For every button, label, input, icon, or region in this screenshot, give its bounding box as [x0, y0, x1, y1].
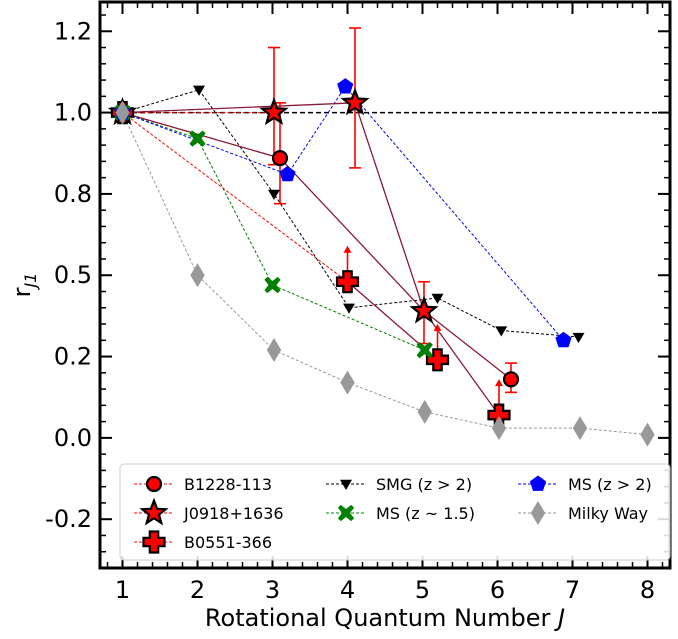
legend-label: Milky Way — [568, 504, 648, 523]
point-milky-way-6 — [572, 416, 588, 441]
legend-marker-ms-z-2 — [529, 475, 547, 491]
point-milky-way-0 — [115, 100, 130, 125]
x-tick-label: 7 — [565, 576, 580, 604]
point-smg-z-2-5 — [495, 326, 508, 337]
point-ms-z-1-5-3 — [416, 342, 433, 359]
point-milky-way-7 — [640, 422, 655, 447]
point-j0918-1636-3 — [409, 295, 439, 324]
x-tick-label: 6 — [490, 576, 505, 604]
series-line-b0551-366 — [122, 112, 348, 283]
point-milky-way-5 — [491, 416, 507, 441]
legend-marker-j0918-1636 — [139, 497, 169, 526]
legend-entry-j0918-1636: J0918+1636 — [134, 497, 284, 526]
point-ms-z-1-5-2 — [264, 276, 281, 294]
legend-entry-milky-way: Milky Way — [518, 501, 648, 525]
legend-entry-b0551-366: B0551-366 — [134, 530, 272, 554]
x-tick-label: 1 — [115, 576, 130, 604]
point-b1228-113-2 — [502, 371, 520, 388]
legend-label: SMG (z > 2) — [376, 475, 472, 494]
legend-entry-smg-z-2: SMG (z > 2) — [326, 475, 472, 494]
x-tick-label: 3 — [265, 576, 280, 604]
point-milky-way-1 — [190, 263, 205, 288]
point-smg-z-2-4 — [431, 293, 444, 305]
point-milky-way-2 — [266, 338, 282, 363]
y-tick-label: 0.5 — [54, 261, 92, 289]
y-tick-label: 0.0 — [54, 424, 92, 452]
point-ms-z-2-1 — [279, 165, 296, 182]
point-smg-z-2-1 — [193, 85, 205, 96]
legend-label: J0918+1636 — [183, 504, 284, 523]
series-line-milky-way — [122, 112, 648, 436]
point-ms-z-1-5-1 — [189, 130, 206, 147]
y-tick-label: 1.2 — [54, 17, 92, 45]
legend-entry-ms-z-2: MS (z > 2) — [518, 475, 652, 494]
legend-label: B1228-113 — [184, 475, 272, 494]
y-axis-label: rJ1 — [8, 273, 40, 298]
legend-entry-ms-z-1-5: MS (z ~ 1.5) — [326, 504, 475, 523]
x-tick-label: 4 — [340, 576, 355, 604]
legend-marker-milky-way — [530, 501, 546, 525]
x-tick-label: 8 — [640, 576, 655, 604]
point-smg-z-2-3 — [343, 303, 355, 314]
x-tick-label: 2 — [190, 576, 205, 604]
point-j0918-1636-2 — [340, 87, 370, 116]
plot-lines — [100, 27, 670, 436]
legend-marker-b0551-366 — [142, 530, 166, 554]
point-ms-z-2-2 — [337, 78, 354, 94]
series-line-ms-z-2 — [122, 85, 564, 341]
connecting-line-1 — [122, 102, 512, 380]
point-milky-way-4 — [417, 399, 432, 424]
point-b1228-113-1 — [271, 150, 289, 167]
legend: B1228-113 SMG (z > 2) MS (z > 2) J0918+1636… — [119, 463, 671, 561]
y-tick-label: 0.2 — [54, 343, 92, 371]
legend-label: MS (z ~ 1.5) — [376, 504, 475, 523]
legend-marker-b1228-113 — [145, 475, 163, 493]
point-smg-z-2-2 — [268, 189, 280, 200]
series-line-smg-z-2 — [122, 89, 579, 338]
legend-entry-b1228-113: B1228-113 — [134, 475, 272, 494]
plot-markers — [107, 78, 655, 447]
legend-marker-ms-z-1-5 — [337, 504, 355, 522]
x-tick-label: 5 — [415, 576, 430, 604]
point-b0551-366-1 — [335, 270, 360, 294]
legend-marker-smg-z-2 — [340, 479, 352, 490]
y-tick-label: 1.0 — [54, 99, 92, 127]
plot-frame — [98, 0, 672, 570]
point-milky-way-3 — [340, 370, 355, 395]
legend-label: MS (z > 2) — [568, 475, 652, 494]
point-j0918-1636-1 — [259, 97, 289, 126]
point-ms-z-2-3 — [555, 331, 572, 348]
point-smg-z-2-6 — [572, 332, 585, 344]
series-line-ms-z-1-5 — [122, 112, 425, 351]
y-tick-label: -0.2 — [45, 505, 92, 533]
legend-label: B0551-366 — [184, 533, 272, 552]
y-tick-label: 0.8 — [54, 180, 92, 208]
x-axis-label: Rotational Quantum Number J — [205, 604, 565, 632]
